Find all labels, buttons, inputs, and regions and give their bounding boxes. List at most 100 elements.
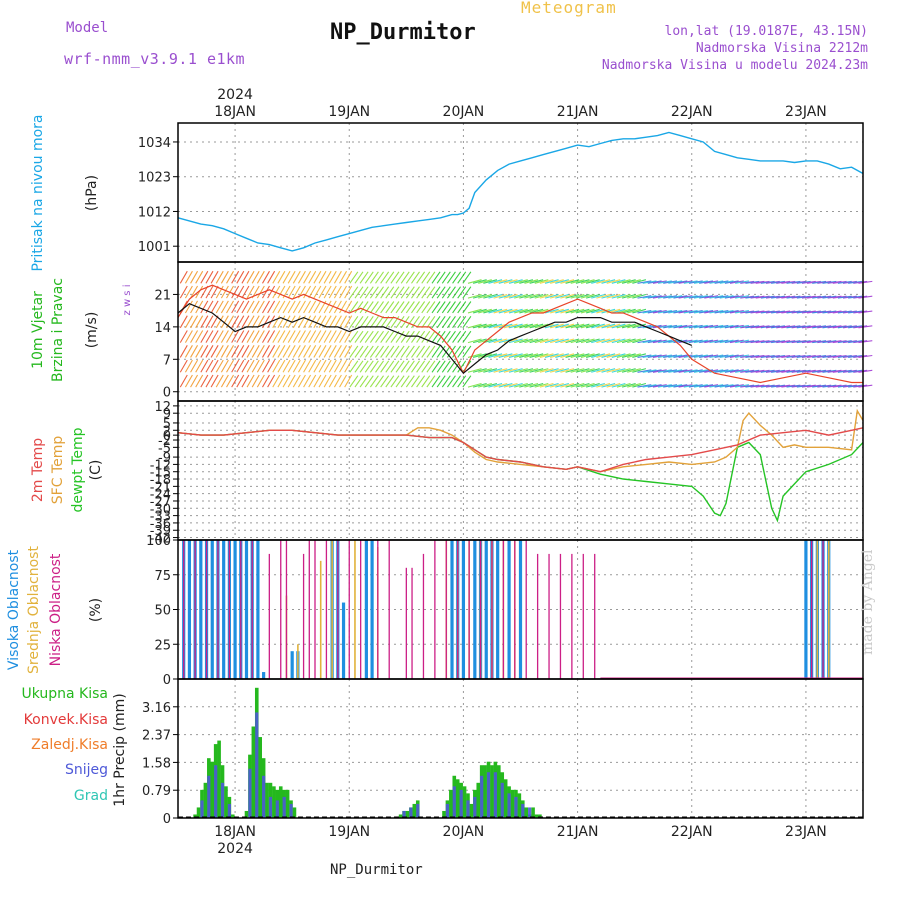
wind-barb xyxy=(668,280,683,284)
wind-barb xyxy=(760,310,775,314)
wind-barb xyxy=(236,374,245,388)
wind-barb xyxy=(786,310,801,314)
precip-bar-total xyxy=(483,765,487,818)
wind-barb xyxy=(441,286,451,299)
wind-barb xyxy=(657,324,672,329)
wind-barb xyxy=(791,369,806,373)
wind-barb xyxy=(411,301,420,314)
wind-barb xyxy=(262,315,270,329)
cloud-bar-low xyxy=(325,540,328,679)
wind-barb xyxy=(714,324,729,329)
cloud-bar-low xyxy=(194,540,196,679)
wind-barb xyxy=(534,382,549,388)
wind-barb xyxy=(580,338,595,344)
wind-unit-label: (m/s) xyxy=(84,312,100,349)
wind-barb xyxy=(195,345,204,358)
cloud-bar-low xyxy=(337,540,339,679)
wind-barb xyxy=(806,280,821,284)
wind-barb xyxy=(292,345,301,358)
wind-barb xyxy=(693,309,708,314)
wind-barb xyxy=(323,270,332,284)
wind-barb xyxy=(827,325,842,329)
wind-barb xyxy=(323,374,332,388)
wind-barb xyxy=(488,293,503,299)
wind-barb xyxy=(637,384,652,388)
wind-barb xyxy=(817,310,832,314)
wind-barb xyxy=(231,315,240,329)
wind-barb xyxy=(277,330,286,343)
wind-barb xyxy=(601,353,616,358)
wind-barb xyxy=(431,301,441,314)
wind-barb xyxy=(837,325,852,329)
wind-barb xyxy=(755,280,770,284)
wind-barb xyxy=(262,330,270,343)
cloud-bar-high xyxy=(244,540,249,679)
wind-barb xyxy=(524,323,539,329)
wind-barb xyxy=(359,330,369,343)
precip-bar-total xyxy=(524,807,529,818)
wind-barb xyxy=(529,368,544,373)
wind-barb xyxy=(668,309,683,314)
wind-barb xyxy=(369,375,379,388)
wind-barb xyxy=(236,359,245,373)
wind-barb xyxy=(657,384,672,388)
wind-barb xyxy=(637,354,652,358)
cloud-bar-mid xyxy=(816,540,819,679)
wind-barb xyxy=(806,325,821,329)
wind-barb xyxy=(215,345,224,358)
wind-barb xyxy=(565,293,580,299)
wind-barb xyxy=(411,330,420,343)
wind-barb xyxy=(277,270,286,284)
wind-barb xyxy=(231,374,240,388)
wind-barb xyxy=(750,325,765,329)
cloud-bar-low xyxy=(251,540,253,679)
cloud-bar-low xyxy=(217,540,219,679)
wind-barb xyxy=(606,279,621,284)
wind-barb xyxy=(740,295,755,299)
wind-barb xyxy=(277,315,286,329)
wind-barb xyxy=(663,280,678,284)
wind-barb xyxy=(395,286,405,299)
wind-barb xyxy=(642,280,657,284)
wind-barb xyxy=(668,354,683,358)
wind-barb xyxy=(452,316,462,329)
wind-barb xyxy=(765,310,780,314)
wind-barb xyxy=(349,345,359,358)
wind-barb xyxy=(570,338,585,344)
wind-barb xyxy=(452,330,462,343)
wind-barb xyxy=(647,280,662,284)
model-elevation: Nadmorska Visina u modelu 2024.23m xyxy=(601,58,868,73)
wind-barb xyxy=(606,323,621,329)
wind-barb xyxy=(262,374,270,388)
wind-barb xyxy=(765,325,780,329)
precip-bar-total xyxy=(405,810,410,818)
wind-barb xyxy=(354,330,364,343)
wind-barb xyxy=(627,308,641,314)
wind-barb xyxy=(405,330,415,343)
wind-barb xyxy=(647,324,662,329)
wind-barb xyxy=(436,360,446,373)
wind-axis-label-2: Brzina i Pravac xyxy=(50,278,66,382)
precip-bar-total xyxy=(476,782,481,818)
wind-barb xyxy=(400,375,410,388)
precip-bar-snow xyxy=(275,800,279,818)
wind-barb xyxy=(333,345,342,358)
wind-barb xyxy=(303,315,312,329)
wind-barb xyxy=(411,286,420,299)
wind-barb xyxy=(308,300,317,314)
wind-barb xyxy=(591,323,605,329)
cloud-bar-low xyxy=(514,540,516,679)
precip-legend-item: Snijeg xyxy=(65,762,108,778)
cloud-bar-mid xyxy=(297,644,299,679)
y-tick-label: 5 xyxy=(163,417,171,432)
wind-barb xyxy=(627,323,641,329)
wind-barb xyxy=(688,369,703,373)
wind-barb xyxy=(688,354,703,358)
y-tick-label: -24 xyxy=(150,488,171,503)
wind-barb xyxy=(313,330,322,343)
wind-barb xyxy=(801,354,816,358)
wind-barb xyxy=(529,279,544,284)
wind-barb xyxy=(380,271,390,284)
wind-barb xyxy=(688,280,703,284)
wind-barb xyxy=(205,330,214,343)
